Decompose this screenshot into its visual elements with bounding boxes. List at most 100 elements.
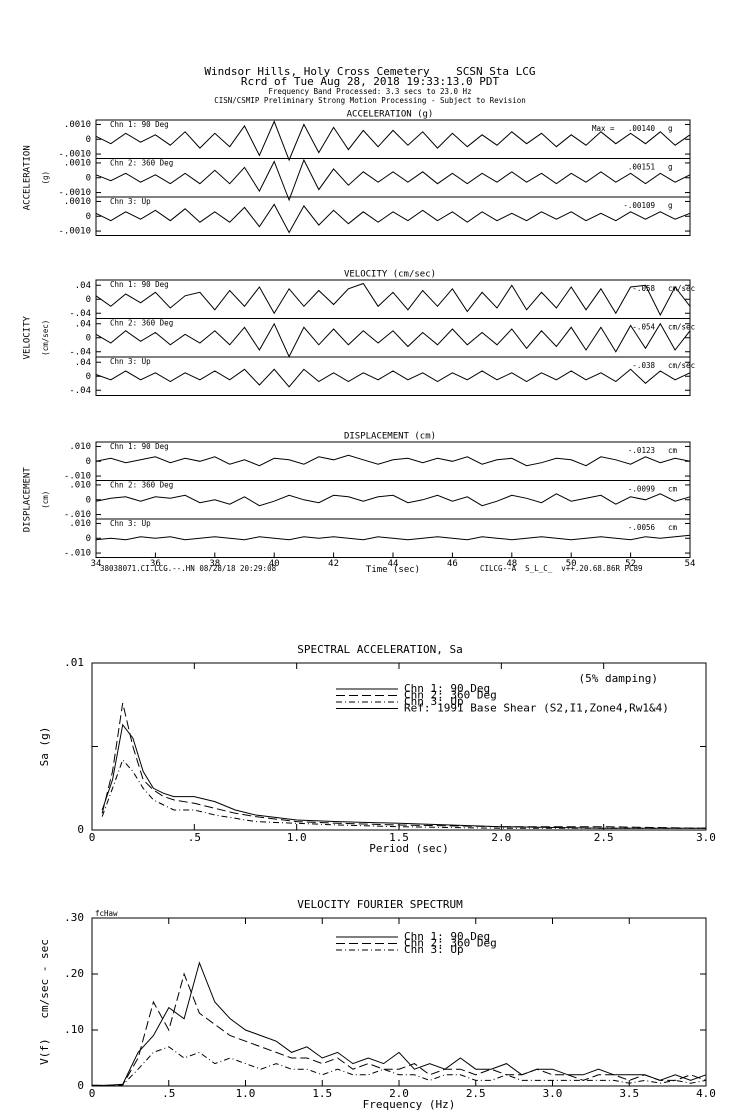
y-tick-label: -.010 [64,472,91,482]
y-tick-label: 0 [86,372,91,382]
y-tick-label: -.04 [69,386,91,396]
peak-unit: cm/sec [668,284,695,293]
spectrum-line [101,702,707,829]
x-tick-label: 48 [506,559,517,569]
y-tick-label: -.04 [69,309,91,319]
y-tick-label: -.010 [64,510,91,520]
channel-label: Chn 2: 360 Deg [110,159,173,168]
plot-frame [91,917,707,1087]
y-tick-label: .20 [64,967,84,980]
annotation: (5% damping) [579,672,658,685]
x-tick-label: 1.5 [389,831,409,844]
y-axis-label: VELOCITY [23,316,33,360]
peak-unit: cm [668,523,678,532]
x-tick-label: 1.5 [312,1087,332,1100]
peak-value: -.058 [632,284,655,293]
peak-unit: cm [668,446,678,455]
x-tick-label: 4.0 [696,1087,716,1100]
x-tick-label: 2.0 [491,831,511,844]
y-tick-label: 0 [86,534,91,544]
legend-label: Chn 2: 360 Deg [404,937,497,950]
y-tick-label: -.0010 [58,150,91,160]
legend-label: Chn 3: Up [404,695,464,708]
trace [95,120,691,162]
channel-label: Chn 3: Up [110,519,151,528]
y-tick-label: 0 [86,173,91,183]
x-tick-label: 52 [625,559,636,569]
peak-unit: g [668,201,673,210]
y-tick-label: .010 [69,480,91,490]
y-tick-label: 0 [77,1079,84,1092]
y-tick-label: -.04 [69,347,91,357]
y-tick-label: -.010 [64,549,91,559]
peak-unit: cm/sec [668,323,695,332]
x-tick-label: 34 [91,559,102,569]
y-tick-label: .010 [69,519,91,529]
y-tick-label: 0 [86,457,91,467]
chart-title: VELOCITY FOURIER SPECTRUM [297,898,463,911]
x-tick-label: 2.5 [594,831,614,844]
y-axis-label: ACCELERATION [23,145,33,210]
channel-label: Chn 1: 90 Deg [110,442,169,451]
spectrum-line [92,961,707,1086]
channel-label: Chn 2: 360 Deg [110,481,173,490]
peak-value: -.0099 [628,485,655,494]
peak-value: -.00109 [623,201,655,210]
peak-value: -.0123 [628,446,655,455]
chart-title: SPECTRAL ACCELERATION, Sa [297,643,463,656]
y-tick-label: .10 [64,1023,84,1036]
y-axis-label: V(f) cm/sec - sec [38,939,51,1065]
x-tick-label: 3.5 [619,1087,639,1100]
y-tick-label: -.0010 [58,227,91,237]
peak-value: .00140 [628,124,656,133]
x-axis-label: Time (sec) [366,565,420,575]
x-tick-label: .5 [162,1087,175,1100]
peak-value: -.038 [632,361,655,370]
y-axis-unit: (g) [41,171,50,185]
channel-label: Chn 3: Up [110,197,151,206]
y-axis-label: Sa (g) [38,727,51,767]
x-tick-label: 1.0 [236,1087,256,1100]
legend-label: Chn 1: 90 Deg [404,930,490,943]
peak-value: -.054 [632,323,655,332]
x-tick-label: 3.0 [696,831,716,844]
x-tick-label: 38 [209,559,220,569]
trace [95,322,691,358]
x-tick-label: 54 [685,559,696,569]
channel-label: Chn 2: 360 Deg [110,319,173,328]
spectrum-line [101,758,706,829]
peak-prefix: Max = [592,124,615,133]
x-tick-label: 0 [89,831,96,844]
y-tick-label: -.0010 [58,188,91,198]
y-tick-label: .0010 [64,120,91,130]
x-tick-label: 1.0 [287,831,307,844]
peak-value: -.0056 [628,523,656,532]
trace [95,454,691,467]
trace [95,368,691,388]
trace [95,158,691,202]
chart-title: DISPLACEMENT (cm) [344,432,436,442]
channel-label: Chn 3: Up [110,357,151,366]
trace [95,493,691,507]
footer-left: 38038071.CI.LCG.--.HN 08/28/18 20:29:08 [100,564,277,573]
y-axis-unit: (cm) [41,491,50,509]
y-tick-label: 0 [86,135,91,145]
header-line: CISN/CSMIP Preliminary Strong Motion Pro… [214,96,526,105]
y-tick-label: 0 [86,495,91,505]
spectrum-line [92,1046,707,1086]
header-line: Windsor Hills, Holy Cross Cemetery SCSN … [204,65,535,78]
y-axis-unit: (cm/sec) [41,320,50,356]
legend-label: Chn 1: 90 Deg [404,682,490,695]
x-tick-label: 0 [89,1087,96,1100]
x-tick-label: 2.5 [466,1087,486,1100]
x-tick-label: 3.0 [543,1087,563,1100]
x-tick-label: 36 [150,559,161,569]
legend-label: Ref: 1991 Base Shear (S2,I1,Zone4,Rw1&4) [404,702,669,715]
y-tick-label: .30 [64,911,84,924]
plot-frame [95,119,691,236]
peak-unit: g [668,163,673,172]
y-tick-label: 0 [86,333,91,343]
spectrum-line [92,972,707,1086]
legend-label: Chn 3: Up [404,943,464,956]
